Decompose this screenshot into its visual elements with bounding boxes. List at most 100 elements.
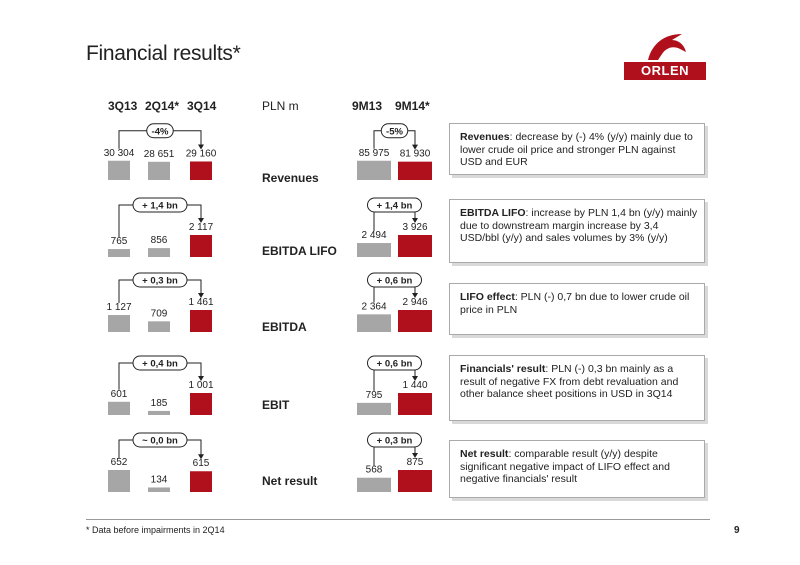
comment-title: Net result bbox=[460, 448, 509, 460]
quarterly-0-bar-2Q14* bbox=[148, 161, 170, 180]
ytd-1-value-label: 3 926 bbox=[402, 222, 427, 233]
row-label-ebitda-lifo: EBITDA LIFO bbox=[262, 244, 337, 258]
quarterly-1-value-label: 856 bbox=[151, 235, 168, 246]
header-quarter-2: 2Q14* bbox=[145, 99, 180, 113]
comment-title: LIFO effect bbox=[460, 291, 515, 303]
quarterly-4-change-label: ~ 0,0 bn bbox=[142, 436, 178, 447]
quarterly-2-bar-3Q14 bbox=[190, 310, 212, 332]
comment-text: : increase by PLN 1,4 bn (y/y) mainly du… bbox=[460, 207, 698, 244]
ytd-2-value-label: 2 364 bbox=[361, 301, 386, 312]
quarterly-1-change-label: + 1,4 bn bbox=[142, 201, 178, 212]
ytd-4-bar-9M13 bbox=[357, 477, 391, 492]
quarterly-3-value-label: 185 bbox=[151, 398, 168, 409]
ytd-3-value-label: 1 440 bbox=[402, 380, 427, 391]
comment-box: Financials' result: PLN (-) 0,3 bn mainl… bbox=[449, 355, 705, 421]
ytd-2-bar-9M13 bbox=[357, 314, 391, 332]
comment-title: EBITDA LIFO bbox=[460, 207, 526, 219]
quarterly-4-bar-3Q14 bbox=[190, 471, 212, 492]
quarterly-0-change-badge bbox=[146, 123, 174, 139]
header-quarter-3: 3Q14 bbox=[187, 99, 217, 113]
ytd-0-bar-9M13 bbox=[357, 160, 391, 180]
comment-text: : comparable result (y/y) despite signif… bbox=[460, 448, 670, 485]
row-label-revenues: Revenues bbox=[262, 171, 319, 185]
quarterly-3-value-label: 1 001 bbox=[188, 380, 213, 391]
quarterly-3-value-label: 601 bbox=[111, 389, 128, 400]
quarterly-2-bar-3Q13 bbox=[108, 315, 130, 332]
orlen-logo: ORLEN bbox=[624, 30, 706, 80]
quarterly-1-bar-3Q13 bbox=[108, 249, 130, 257]
row-label-ebitda: EBITDA bbox=[262, 320, 307, 334]
comment-title: Revenues bbox=[460, 131, 510, 143]
quarterly-3-bar-2Q14* bbox=[148, 410, 170, 415]
ytd-1-change-label: + 1,4 bn bbox=[377, 201, 413, 212]
ytd-1-bar-9M14* bbox=[398, 235, 432, 257]
header-unit: PLN m bbox=[262, 99, 299, 113]
quarterly-2-arrow-icon bbox=[198, 293, 204, 298]
quarterly-0-bar-3Q14 bbox=[190, 161, 212, 180]
quarterly-0-arrow-icon bbox=[198, 144, 204, 150]
footer-divider bbox=[86, 519, 710, 520]
ytd-1-arrow-icon bbox=[412, 218, 418, 223]
comment-title: Financials' result bbox=[460, 363, 546, 375]
ytd-0-value-label: 81 930 bbox=[400, 149, 431, 160]
header-ytd-2: 9M14* bbox=[395, 99, 430, 113]
quarterly-0-value-label: 30 304 bbox=[104, 148, 135, 159]
quarterly-3-bar-3Q13 bbox=[108, 401, 130, 415]
ytd-3-change-label: + 0,6 bn bbox=[377, 359, 413, 370]
quarterly-2-value-label: 1 127 bbox=[106, 302, 131, 313]
quarterly-2-change-badge bbox=[132, 272, 188, 288]
quarterly-3-change-badge bbox=[132, 355, 188, 371]
quarterly-4-value-label: 134 bbox=[151, 474, 168, 485]
ytd-4-arrow-icon bbox=[412, 453, 418, 458]
quarterly-3-change-label: + 0,4 bn bbox=[142, 359, 178, 370]
row-label-net-result: Net result bbox=[262, 474, 318, 488]
ytd-4-change-label: + 0,3 bn bbox=[377, 436, 413, 447]
ytd-2-value-label: 2 946 bbox=[402, 297, 427, 308]
ytd-2-arrow-icon bbox=[412, 293, 418, 298]
quarterly-1-arrow-icon bbox=[198, 218, 204, 223]
ytd-3-arrow-icon bbox=[412, 376, 418, 381]
ytd-2-change-badge bbox=[367, 272, 422, 288]
quarterly-0-value-label: 28 651 bbox=[144, 149, 175, 160]
quarterly-0-change-label: -4% bbox=[152, 126, 169, 137]
comment-box: Net result: comparable result (y/y) desp… bbox=[449, 440, 705, 498]
comment-text: : PLN (-) 0,3 bn mainly as a result of n… bbox=[460, 363, 679, 400]
quarterly-4-value-label: 652 bbox=[111, 457, 128, 468]
quarterly-4-bar-2Q14* bbox=[148, 487, 170, 492]
quarterly-1-value-label: 2 117 bbox=[189, 222, 214, 233]
page-title: Financial results* bbox=[86, 42, 241, 65]
footnote: * Data before impairments in 2Q14 bbox=[86, 525, 225, 535]
ytd-3-change-badge bbox=[367, 355, 422, 371]
quarterly-1-change-badge bbox=[132, 197, 188, 213]
header-quarter-1: 3Q13 bbox=[108, 99, 138, 113]
quarterly-1-bar-3Q14 bbox=[190, 235, 212, 257]
quarterly-1-bar-2Q14* bbox=[148, 248, 170, 257]
quarterly-4-change-badge bbox=[132, 432, 188, 448]
quarterly-2-bar-2Q14* bbox=[148, 321, 170, 332]
quarterly-4-value-label: 615 bbox=[193, 458, 210, 469]
comment-box: LIFO effect: PLN (-) 0,7 bn due to lower… bbox=[449, 283, 705, 335]
ytd-1-change-badge bbox=[367, 197, 422, 213]
ytd-4-value-label: 568 bbox=[366, 465, 383, 476]
row-label-ebit: EBIT bbox=[262, 398, 290, 412]
comment-box: EBITDA LIFO: increase by PLN 1,4 bn (y/y… bbox=[449, 199, 705, 263]
eagle-logo-icon bbox=[648, 34, 686, 60]
quarterly-4-bar-3Q13 bbox=[108, 470, 130, 492]
quarterly-4-arrow-icon bbox=[198, 454, 204, 460]
quarterly-2-change-label: + 0,3 bn bbox=[142, 276, 178, 287]
quarterly-3-bar-3Q14 bbox=[190, 393, 212, 415]
ytd-2-change-label: + 0,6 bn bbox=[377, 276, 413, 287]
quarterly-3-arrow-icon bbox=[198, 376, 204, 381]
ytd-3-bar-9M13 bbox=[357, 402, 391, 415]
ytd-3-value-label: 795 bbox=[366, 390, 383, 401]
header-ytd-1: 9M13 bbox=[352, 99, 383, 113]
page-number: 9 bbox=[734, 525, 740, 536]
logo-wordmark: ORLEN bbox=[624, 62, 706, 80]
quarterly-1-value-label: 765 bbox=[111, 236, 128, 247]
ytd-0-arrow-icon bbox=[412, 144, 418, 150]
ytd-0-value-label: 85 975 bbox=[359, 148, 390, 159]
quarterly-0-bar-3Q13 bbox=[108, 160, 130, 180]
ytd-4-change-badge bbox=[367, 432, 422, 448]
ytd-2-bar-9M14* bbox=[398, 310, 432, 332]
